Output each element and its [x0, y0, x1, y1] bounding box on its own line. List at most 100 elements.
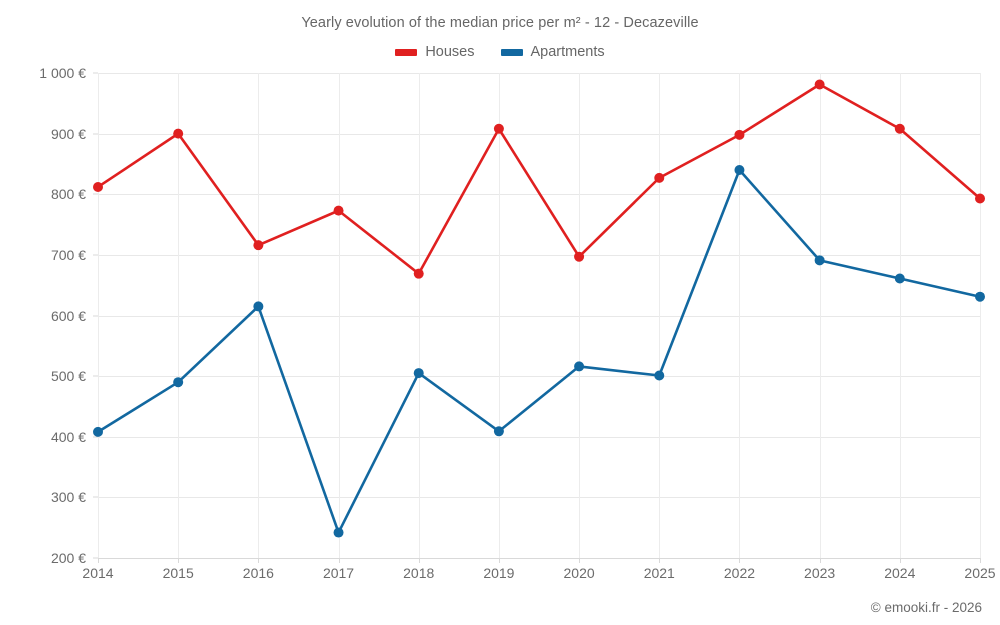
gridline-horizontal — [98, 436, 980, 438]
x-axis-tick-mark — [659, 558, 661, 563]
x-axis-tick-mark — [98, 558, 99, 563]
gridline-horizontal — [98, 497, 980, 499]
legend-item-houses[interactable]: Houses — [395, 44, 475, 60]
gridline-horizontal — [98, 133, 980, 135]
data-point[interactable] — [493, 123, 504, 134]
data-point[interactable] — [253, 301, 264, 312]
gridline-vertical — [98, 73, 99, 558]
series-line — [96, 83, 982, 275]
gridline-horizontal — [98, 315, 980, 317]
x-axis-tick-mark — [258, 558, 260, 563]
x-axis-line — [98, 558, 980, 559]
x-axis-tick-mark — [899, 558, 901, 563]
data-point[interactable] — [253, 240, 264, 251]
data-point[interactable] — [975, 291, 985, 302]
x-axis-tick-label: 2021 — [643, 565, 675, 581]
y-axis-tick-label: 800 € — [50, 186, 86, 203]
y-axis-tick-mark — [93, 496, 98, 498]
y-axis-tick-labels: 200 € 300 € 400 € 500 € 600 € 700 € 800 € 900 €… — [0, 0, 86, 625]
y-axis-tick-label: 900 € — [50, 125, 86, 142]
chart-legend: Houses Apartments — [0, 45, 1000, 60]
legend-swatch-apartments — [500, 48, 523, 56]
gridline-horizontal — [98, 376, 980, 378]
y-axis-tick-label: 600 € — [50, 307, 86, 324]
data-point[interactable] — [93, 426, 103, 437]
chart-title: Yearly evolution of the median price per… — [301, 15, 699, 31]
gridline-vertical — [258, 73, 260, 558]
x-axis-tick-label: 2020 — [563, 565, 595, 581]
series-line — [96, 168, 982, 534]
gridline-vertical — [739, 73, 741, 558]
data-point[interactable] — [173, 128, 184, 139]
data-point[interactable] — [574, 251, 585, 262]
data-point[interactable] — [413, 368, 424, 379]
gridline-vertical — [980, 73, 981, 558]
x-axis-tick-label: 2014 — [82, 565, 114, 581]
y-axis-tick-label: 1 000 € — [39, 65, 86, 81]
y-axis-tick-mark — [93, 72, 98, 74]
gridline-vertical — [899, 73, 901, 558]
gridline-vertical — [579, 73, 581, 558]
gridline-vertical — [659, 73, 661, 558]
gridline-vertical — [418, 73, 420, 558]
data-point[interactable] — [654, 172, 665, 183]
x-axis-tick-mark — [739, 558, 741, 563]
gridline-vertical — [338, 73, 340, 558]
series-apartments — [93, 165, 985, 538]
x-axis-tick-mark — [338, 558, 340, 563]
x-axis-tick-mark — [178, 558, 180, 563]
y-axis-tick-label: 300 € — [50, 489, 86, 506]
data-point[interactable] — [333, 527, 344, 538]
gridline-horizontal — [98, 73, 980, 74]
x-axis-tick-label: 2019 — [483, 565, 515, 581]
y-axis-tick-label: 200 € — [50, 550, 86, 566]
x-axis-tick-mark — [498, 558, 500, 563]
gridline-horizontal — [98, 254, 980, 256]
data-point[interactable] — [975, 193, 985, 204]
legend-label-houses: Houses — [425, 44, 475, 60]
data-point[interactable] — [894, 123, 905, 134]
data-point[interactable] — [173, 377, 184, 388]
y-axis-tick-label: 400 € — [50, 428, 86, 445]
x-axis-tick-label: 2022 — [723, 565, 756, 581]
gridline-vertical — [498, 73, 500, 558]
y-axis-tick-mark — [93, 436, 98, 438]
data-point[interactable] — [93, 181, 103, 192]
data-point[interactable] — [574, 361, 585, 372]
y-axis-tick-mark — [93, 133, 98, 135]
data-point[interactable] — [333, 205, 344, 216]
data-point[interactable] — [734, 165, 745, 175]
legend-swatch-houses — [395, 48, 418, 56]
data-point[interactable] — [413, 268, 424, 279]
legend-item-apartments[interactable]: Apartments — [500, 44, 605, 60]
y-axis-tick-mark — [93, 315, 98, 316]
x-axis-tick-label: 2023 — [804, 565, 836, 581]
x-axis-tick-mark — [579, 558, 581, 563]
x-axis-tick-mark — [418, 558, 420, 563]
copyright-text: © emooki.fr - 2026 — [870, 600, 982, 615]
x-axis-tick-mark — [980, 558, 981, 563]
gridline-vertical — [178, 73, 180, 558]
x-axis-tick-label: 2015 — [162, 565, 194, 581]
x-axis-tick-label: 2016 — [242, 565, 274, 581]
y-axis-tick-mark — [93, 375, 98, 377]
x-axis-tick-label: 2025 — [964, 565, 996, 581]
y-axis-tick-label: 500 € — [50, 368, 86, 385]
data-point[interactable] — [814, 79, 825, 90]
data-point[interactable] — [734, 129, 745, 140]
y-axis-tick-mark — [93, 254, 98, 256]
series-houses — [93, 79, 985, 279]
legend-label-apartments: Apartments — [530, 44, 605, 60]
y-axis-tick-mark — [93, 557, 98, 559]
gridline-vertical — [819, 73, 821, 558]
data-point[interactable] — [814, 255, 825, 266]
x-axis-tick-label: 2024 — [884, 565, 916, 581]
data-point[interactable] — [493, 426, 504, 437]
data-point[interactable] — [894, 273, 905, 284]
x-axis-tick-mark — [819, 558, 821, 563]
data-point[interactable] — [654, 370, 665, 381]
x-axis-tick-label: 2017 — [322, 565, 355, 581]
x-axis-tick-label: 2018 — [403, 565, 435, 581]
